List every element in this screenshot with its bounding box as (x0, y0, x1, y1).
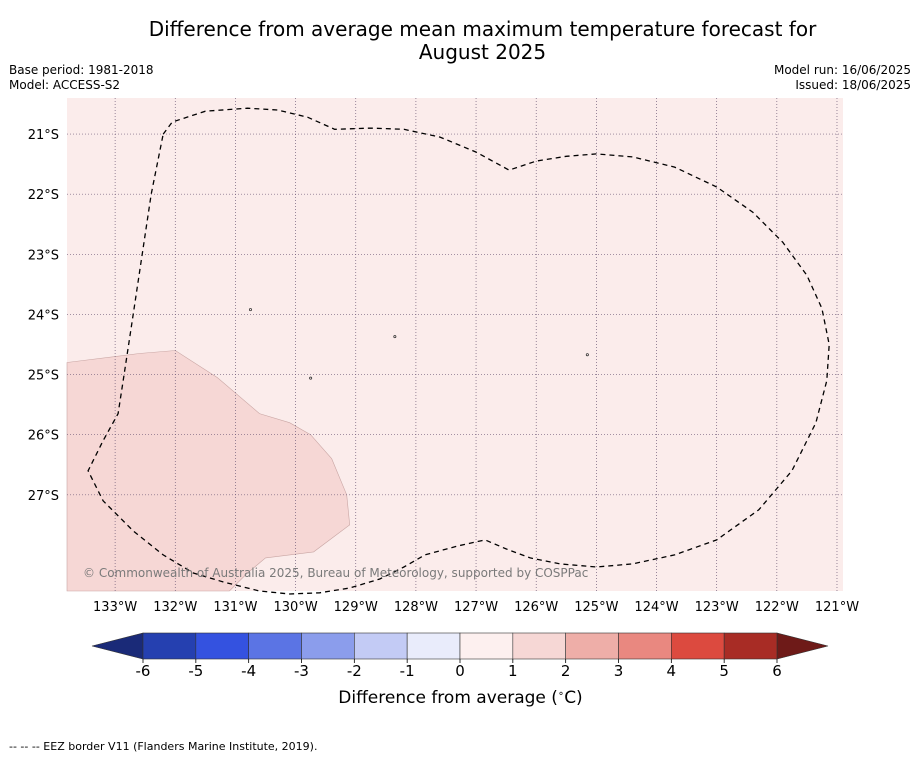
island-0 (248, 308, 252, 312)
lat-tick-label: 21°S (28, 128, 59, 143)
colorbar-bin-11 (723, 632, 778, 660)
colorbar-bin-4 (354, 632, 408, 660)
colorbar-tick-label: -5 (188, 662, 203, 680)
colorbar-under-extend (91, 632, 144, 660)
lon-tick-label: 127°W (454, 600, 498, 615)
colorbar-tick-label: -4 (241, 662, 256, 680)
colorbar-bin-10 (671, 632, 725, 660)
lon-tick-label: 128°W (394, 600, 438, 615)
colorbar-tick-label: 3 (614, 662, 624, 680)
colorbar-tick-label: -2 (347, 662, 362, 680)
colorbar-label: Difference from average (∘C) (0, 688, 919, 708)
issued-date: Issued: 18/06/2025 (795, 78, 911, 92)
colorbar-tick-label: -1 (400, 662, 415, 680)
lon-tick-label: 132°W (153, 600, 197, 615)
model-run: Model run: 16/06/2025 (773, 63, 911, 77)
degree-symbol: ∘ (557, 688, 565, 700)
colorbar-bin-7 (512, 632, 566, 660)
island-1 (309, 376, 313, 380)
lat-tick-label: 25°S (28, 369, 59, 384)
anomaly-region-0 (66, 350, 351, 592)
lat-tick-label: 26°S (28, 429, 59, 444)
colorbar: -6 -5 -4 -3 -2 -1 0 1 2 3 4 5 6 (91, 632, 829, 680)
colorbar-bin-3 (301, 632, 355, 660)
lon-tick-label: 121°W (815, 600, 859, 615)
lat-tick-label: 23°S (28, 248, 59, 263)
colorbar-tick-label: 6 (772, 662, 782, 680)
lon-tick-label: 126°W (514, 600, 558, 615)
island-3 (585, 353, 589, 357)
colorbar-label-main: Difference from average ( (338, 688, 558, 708)
colorbar-bin-6 (459, 632, 514, 660)
colorbar-tick-label: 0 (455, 662, 465, 680)
colorbar-tick-label: 1 (508, 662, 518, 680)
meta-right: Model run: 16/06/2025 Issued: 18/06/2025 (774, 63, 911, 93)
colorbar-label-unit: C) (564, 688, 583, 708)
colorbar-tick-label: 4 (667, 662, 677, 680)
island-2 (393, 335, 397, 339)
meta-left: Base period: 1981-2018 Model: ACCESS-S2 (9, 63, 154, 93)
lat-tick-label: 22°S (28, 188, 59, 203)
base-period: Base period: 1981-2018 (9, 63, 154, 77)
colorbar-tick-label: -6 (136, 662, 151, 680)
model-name: Model: ACCESS-S2 (9, 78, 121, 92)
lon-tick-label: 122°W (755, 600, 799, 615)
colorbar-tick-label: 5 (719, 662, 729, 680)
colorbar-bin-8 (565, 632, 619, 660)
colorbar-tick-label: 2 (561, 662, 571, 680)
lon-tick-label: 124°W (634, 600, 678, 615)
lon-tick-label: 125°W (574, 600, 618, 615)
lon-tick-label: 130°W (274, 600, 318, 615)
colorbar-bin-5 (406, 632, 461, 660)
lat-tick-label: 24°S (28, 308, 59, 323)
title-line-2: August 2025 (418, 40, 547, 64)
colorbar-over-extend (776, 632, 829, 660)
lon-tick-label: 131°W (213, 600, 257, 615)
lat-tick-label: 27°S (28, 489, 59, 504)
eez-footnote: -- -- -- EEZ border V11 (Flanders Marine… (9, 740, 318, 753)
colorbar-tick-label: -3 (294, 662, 309, 680)
lon-tick-label: 129°W (334, 600, 378, 615)
colorbar-bin-9 (618, 632, 672, 660)
lon-tick-label: 133°W (93, 600, 137, 615)
map-title: Difference from average mean maximum tem… (0, 18, 919, 64)
title-line-1: Difference from average mean maximum tem… (148, 17, 817, 41)
lon-tick-label: 123°W (695, 600, 739, 615)
map-layer: 133°W 132°W 131°W 130°W 129°W 128°W 127°W 126°W… (28, 98, 859, 615)
colorbar-bin-0 (142, 632, 197, 660)
colorbar-bin-1 (195, 632, 249, 660)
colorbar-bin-2 (248, 632, 302, 660)
copyright-notice: © Commonwealth of Australia 2025, Bureau… (83, 566, 588, 580)
